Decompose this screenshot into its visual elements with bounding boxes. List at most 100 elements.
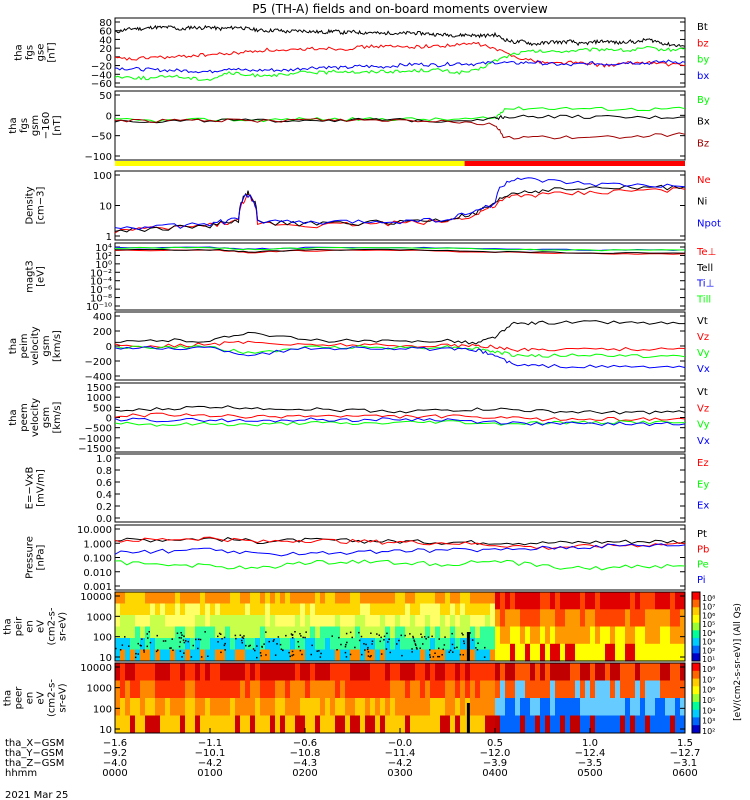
noise-dot (221, 638, 223, 640)
spectrogram-cell (335, 649, 341, 662)
spectrogram-cell (425, 680, 431, 699)
spectrogram-cell (415, 715, 421, 734)
spectrogram-cell (165, 615, 171, 627)
spectrogram-cell (505, 609, 511, 628)
noise-dot (259, 652, 262, 654)
spectrogram-cell (180, 680, 186, 699)
spectrogram-cell (430, 592, 436, 604)
spectrogram-cell (665, 680, 671, 699)
y-axis-label: Pressure[nPa] (25, 536, 47, 579)
spectrogram-cell (425, 615, 431, 627)
spectrogram-cell (420, 663, 426, 681)
noise-dot (396, 643, 398, 645)
colorbar-segment (692, 709, 700, 718)
spectrogram-cell (360, 663, 366, 681)
y-tick-label: 100 (93, 704, 112, 715)
spectrogram-cell (380, 638, 386, 650)
spectrogram-cell (485, 680, 491, 699)
y-axis-label-line: (cm2-s- (47, 607, 58, 645)
spectrogram-cell (320, 626, 326, 639)
spectrogram-cell (185, 663, 191, 681)
spectrogram-cell (345, 649, 351, 662)
spectrogram-cell (495, 680, 501, 699)
spectrogram-cell (375, 592, 381, 604)
noise-dot (360, 635, 363, 638)
noise-dot (263, 643, 265, 645)
x-tick-label: −3.5 (578, 758, 602, 769)
spectrogram-cell (555, 663, 561, 681)
spectrogram-cell (420, 649, 426, 662)
spectrogram-cell (365, 715, 371, 734)
spectrogram-cell (265, 715, 271, 734)
spectrogram-cell (380, 626, 386, 639)
spectrogram-cell (150, 615, 156, 627)
panel-frame (114, 591, 686, 662)
spectrogram-cell (245, 715, 251, 734)
spectrogram-cell (425, 592, 431, 604)
spectrogram-cell (585, 715, 591, 734)
spectrogram-cell (380, 715, 386, 734)
spectrogram-cell (130, 715, 136, 734)
spectrogram-cell (235, 698, 241, 716)
spectrogram-cell (655, 609, 661, 628)
colorbar-segment (692, 670, 700, 680)
noise-dot (176, 632, 179, 634)
spectrogram-cell (160, 649, 166, 662)
spectrogram-cell (335, 626, 341, 639)
spectrogram-cell (140, 680, 146, 699)
spectrogram-cell (160, 680, 166, 699)
spectrogram-cell (570, 626, 576, 645)
spectrogram-cell (455, 603, 461, 616)
noise-dot (389, 651, 391, 654)
spectrogram-cell (180, 698, 186, 716)
noise-dot (463, 642, 465, 645)
spectrogram-cell (365, 592, 371, 604)
spectrogram-cell (530, 715, 536, 734)
noise-dot (367, 646, 369, 649)
spectrogram-cell (625, 680, 631, 699)
spectrogram-cell (325, 638, 331, 650)
spectrogram-cell (600, 643, 606, 662)
noise-dot (242, 637, 245, 639)
spectrogram-cell (405, 592, 411, 604)
noise-dot (148, 631, 150, 633)
spectrogram-cell (280, 698, 286, 716)
spectrogram-cell (340, 715, 346, 734)
spectrogram-cell (585, 680, 591, 699)
spectrogram-cell (355, 638, 361, 650)
spectrogram-cell (170, 638, 176, 650)
spectrogram-cell (200, 715, 206, 734)
y-axis-label-line: eV (36, 691, 47, 704)
spectrogram-cell (500, 626, 506, 645)
spectrogram-cell (515, 592, 521, 610)
colorbar-frame (691, 662, 701, 734)
spectrogram-cell (455, 649, 461, 662)
noise-dot (239, 634, 242, 636)
spectrogram-cell (345, 715, 351, 734)
x-tick-label: 1.0 (582, 738, 598, 749)
spectrogram-cell (400, 603, 406, 616)
spectrogram-cell (475, 649, 481, 662)
spectrogram-cell (150, 649, 156, 662)
spectrogram-cell (665, 663, 671, 681)
spectrogram-cell (630, 626, 636, 645)
spectrogram-cell (260, 603, 266, 616)
noise-dot (361, 653, 363, 656)
spectrogram-cell (305, 603, 311, 616)
spectrogram-cell (180, 638, 186, 650)
spectrogram-cell (415, 615, 421, 627)
spectrogram-cell (415, 603, 421, 616)
colorbar-segment (692, 607, 700, 616)
y-axis-label-line: [nT] (47, 42, 58, 62)
colorbar-segment (692, 653, 700, 662)
spectrogram-cell (125, 663, 131, 681)
spectrogram-cell (145, 615, 151, 627)
spectrogram-cell (335, 698, 341, 716)
spectrogram-cell (560, 609, 566, 628)
spectrogram-cell (375, 638, 381, 650)
spectrogram-cell (385, 592, 391, 604)
spectrogram-cell (355, 626, 361, 639)
spectrogram-cell (545, 715, 551, 734)
spectrogram-cell (560, 592, 566, 610)
spectrogram-cell (225, 638, 231, 650)
